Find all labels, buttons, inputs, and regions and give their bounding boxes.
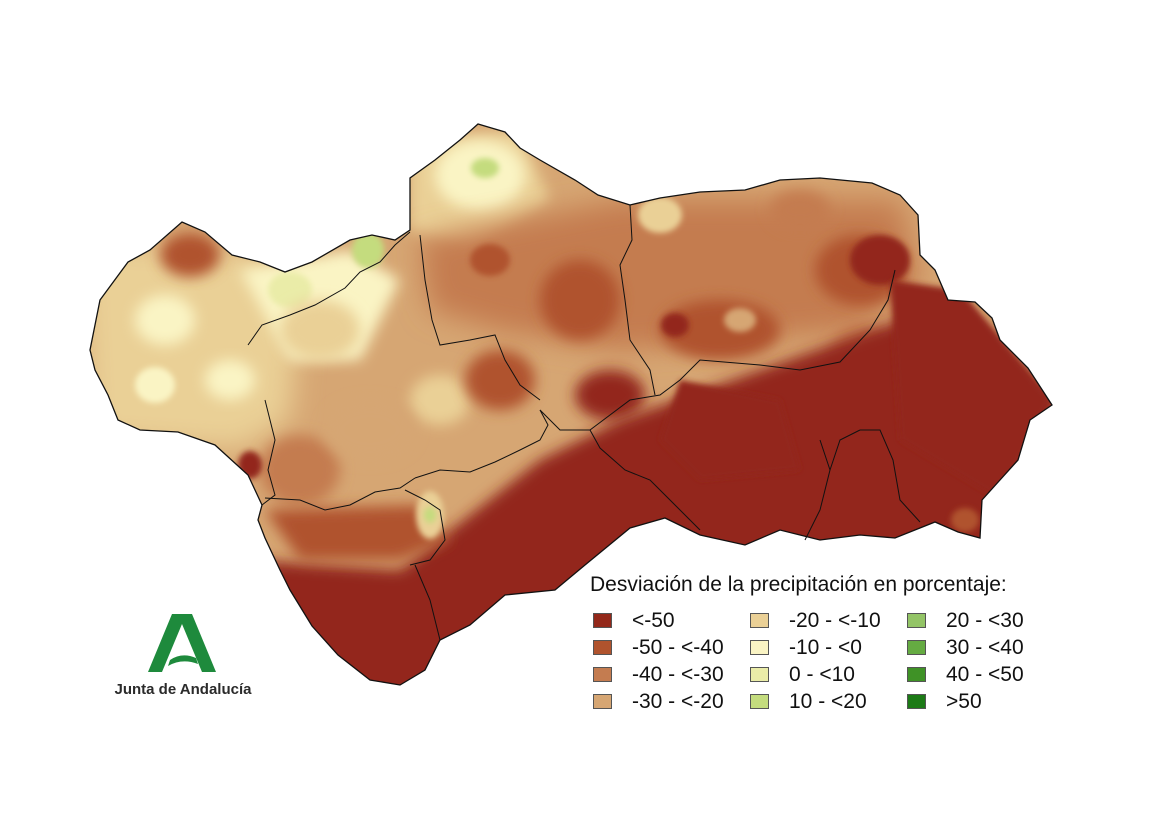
province-boundary — [829, 429, 861, 471]
province-boundary — [414, 409, 549, 479]
province-boundary — [414, 564, 441, 641]
legend-label: -40 - <-30 — [632, 662, 724, 686]
legend-label: -10 - <0 — [789, 635, 862, 659]
province-boundary — [419, 234, 541, 401]
legend-label: 20 - <30 — [946, 608, 1024, 632]
province-boundary — [804, 439, 831, 541]
precipitation-patch — [471, 158, 499, 178]
precipitation-patch — [850, 235, 910, 285]
precipitation-patch — [575, 370, 645, 420]
precipitation-patch — [470, 244, 510, 276]
province-boundary — [247, 231, 411, 346]
precipitation-zone — [660, 380, 800, 480]
legend-item: 20 - <30 — [904, 607, 1044, 634]
legend-swatch — [750, 640, 769, 655]
legend-swatch — [750, 667, 769, 682]
precipitation-patch — [238, 451, 262, 479]
legend-swatch — [907, 640, 926, 655]
precipitation-patch — [724, 308, 756, 332]
legend-label: 30 - <40 — [946, 635, 1024, 659]
province-boundary — [404, 489, 446, 566]
precipitation-patch — [260, 435, 340, 505]
precipitation-patch — [410, 375, 470, 425]
legend-label: 40 - <50 — [946, 662, 1024, 686]
legend-item: -40 - <-30 — [590, 661, 747, 688]
legend-item: 0 - <10 — [747, 661, 904, 688]
legend: Desviación de la precipitación en porcen… — [590, 573, 1050, 715]
legend-item: -50 - <-40 — [590, 634, 747, 661]
legend-item: 40 - <50 — [904, 661, 1044, 688]
precipitation-patch — [135, 295, 195, 345]
legend-item: -10 - <0 — [747, 634, 904, 661]
legend-swatch — [907, 613, 926, 628]
legend-swatch — [593, 640, 612, 655]
province-boundary — [589, 269, 896, 431]
precipitation-patch — [160, 233, 220, 277]
precipitation-patch — [465, 350, 535, 410]
legend-label: -30 - <-20 — [632, 689, 724, 713]
legend-label: 10 - <20 — [789, 689, 867, 713]
legend-swatch — [593, 694, 612, 709]
legend-label: -50 - <-40 — [632, 635, 724, 659]
legend-swatch — [593, 613, 612, 628]
precipitation-patch — [951, 508, 979, 532]
province-boundary — [539, 409, 701, 531]
precipitation-patch — [135, 367, 175, 403]
precipitation-zone — [890, 280, 1050, 500]
legend-title: Desviación de la precipitación en porcen… — [590, 573, 1007, 596]
legend-swatch — [593, 667, 612, 682]
legend-item: <-50 — [590, 607, 747, 634]
precipitation-patch — [280, 300, 360, 360]
legend-item: 30 - <40 — [904, 634, 1044, 661]
precipitation-patch — [540, 260, 620, 340]
junta-de-andalucia-logo: Junta de Andalucía — [108, 612, 258, 698]
logo-a-icon — [148, 614, 216, 672]
legend-label: 0 - <10 — [789, 662, 855, 686]
province-boundary — [264, 477, 416, 511]
legend-swatch — [750, 694, 769, 709]
province-boundary — [619, 204, 656, 396]
legend-swatch — [907, 667, 926, 682]
precipitation-patch — [770, 190, 830, 230]
legend-label: -20 - <-10 — [789, 608, 881, 632]
precipitation-patch — [268, 272, 312, 308]
precipitation-zone — [250, 300, 1052, 685]
precipitation-patch — [638, 197, 682, 233]
legend-item: 10 - <20 — [747, 688, 904, 715]
precipitation-patch — [424, 507, 436, 523]
province-boundaries — [247, 204, 921, 641]
legend-label: >50 — [946, 689, 982, 713]
legend-item: -20 - <-10 — [747, 607, 904, 634]
legend-swatch — [907, 694, 926, 709]
province-boundary — [860, 429, 921, 523]
precipitation-patch — [325, 400, 415, 460]
precipitation-zone — [90, 240, 300, 450]
legend-items: <-50 -50 - <-40 -40 - <-30 -30 - <-20 -20 - … — [590, 607, 1050, 715]
legend-item: -30 - <-20 — [590, 688, 747, 715]
logo-text: Junta de Andalucía — [114, 681, 252, 698]
legend-item: >50 — [904, 688, 1044, 715]
legend-label: <-50 — [632, 608, 675, 632]
precipitation-patch — [352, 232, 384, 268]
precipitation-zone — [265, 505, 450, 560]
precipitation-patch — [205, 360, 255, 400]
precipitation-patch — [661, 313, 689, 337]
legend-swatch — [750, 613, 769, 628]
